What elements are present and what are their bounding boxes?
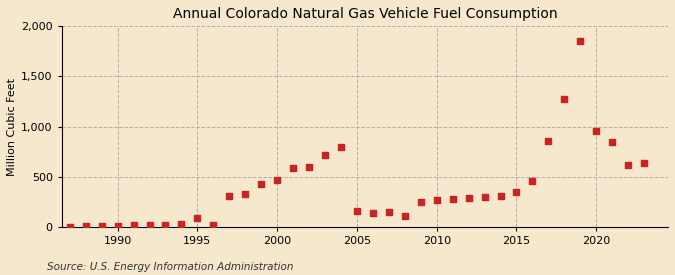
Point: [639, 161, 649, 165]
Text: Source: U.S. Energy Information Administration: Source: U.S. Energy Information Administ…: [47, 262, 294, 272]
Point: [431, 198, 442, 203]
Title: Annual Colorado Natural Gas Vehicle Fuel Consumption: Annual Colorado Natural Gas Vehicle Fuel…: [173, 7, 558, 21]
Point: [192, 216, 202, 220]
Point: [128, 223, 139, 227]
Point: [176, 222, 187, 226]
Point: [511, 190, 522, 194]
Point: [415, 200, 426, 204]
Point: [80, 224, 91, 229]
Point: [383, 210, 394, 215]
Point: [288, 166, 298, 170]
Point: [495, 194, 506, 198]
Point: [623, 163, 634, 167]
Point: [304, 165, 315, 169]
Point: [400, 214, 410, 218]
Point: [97, 224, 107, 228]
Point: [272, 178, 283, 182]
Point: [607, 139, 618, 144]
Point: [320, 153, 331, 157]
Point: [367, 211, 378, 215]
Point: [144, 223, 155, 227]
Point: [575, 39, 586, 43]
Point: [463, 196, 474, 200]
Point: [208, 223, 219, 227]
Point: [224, 194, 235, 198]
Point: [112, 223, 123, 228]
Point: [160, 223, 171, 227]
Y-axis label: Million Cubic Feet: Million Cubic Feet: [7, 78, 17, 176]
Point: [479, 195, 490, 200]
Point: [335, 145, 346, 149]
Point: [527, 179, 538, 183]
Point: [256, 182, 267, 186]
Point: [543, 139, 554, 143]
Point: [559, 96, 570, 101]
Point: [591, 128, 601, 133]
Point: [64, 224, 75, 229]
Point: [240, 192, 250, 197]
Point: [448, 197, 458, 201]
Point: [352, 209, 362, 213]
